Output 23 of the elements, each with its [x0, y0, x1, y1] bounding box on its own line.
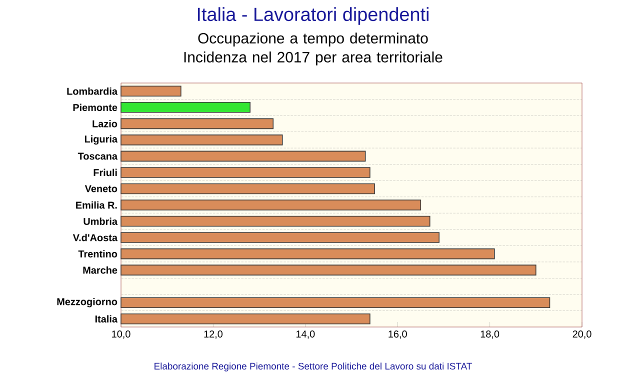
chart-subtitle: Occupazione a tempo determinato Incidenza nel 2017 per area territoriale	[184, 32, 442, 66]
x-tick-label: 16,0	[388, 330, 407, 339]
x-tick-label: 20,0	[572, 330, 592, 339]
y-tick-label: Mezzogiorno	[57, 298, 118, 308]
y-tick-label: Friuli	[94, 168, 117, 176]
x-tick-label: 12,0	[204, 330, 223, 339]
y-tick-label: Toscana	[78, 152, 118, 160]
y-tick-label: Marche	[83, 266, 118, 274]
y-tick-label: Emilia R.	[76, 201, 117, 209]
y-tick-label: Veneto	[84, 185, 118, 192]
y-tick-label: V.d'Aosta	[72, 234, 118, 242]
y-tick-label: Piemonte	[73, 104, 118, 112]
y-tick-label: Umbria	[84, 218, 118, 225]
x-tick-label: 10,0	[112, 330, 130, 339]
y-tick-label: Lombardia	[67, 87, 118, 95]
x-tick-label: 14,0	[296, 330, 315, 339]
text: Elaborazione Regione Piemonte - Settore Politiche del Lavoro su dati ISTAT	[154, 362, 472, 372]
y-tick-label: Trentino	[78, 250, 118, 258]
y-tick-label: Italia	[95, 315, 118, 323]
chart-title: Italia - Lavoratori dipendenti	[198, 7, 428, 25]
y-tick-label: Liguria	[84, 135, 118, 145]
x-tick-label: 18,0	[480, 330, 500, 339]
y-tick-label: Lazio	[92, 120, 118, 128]
